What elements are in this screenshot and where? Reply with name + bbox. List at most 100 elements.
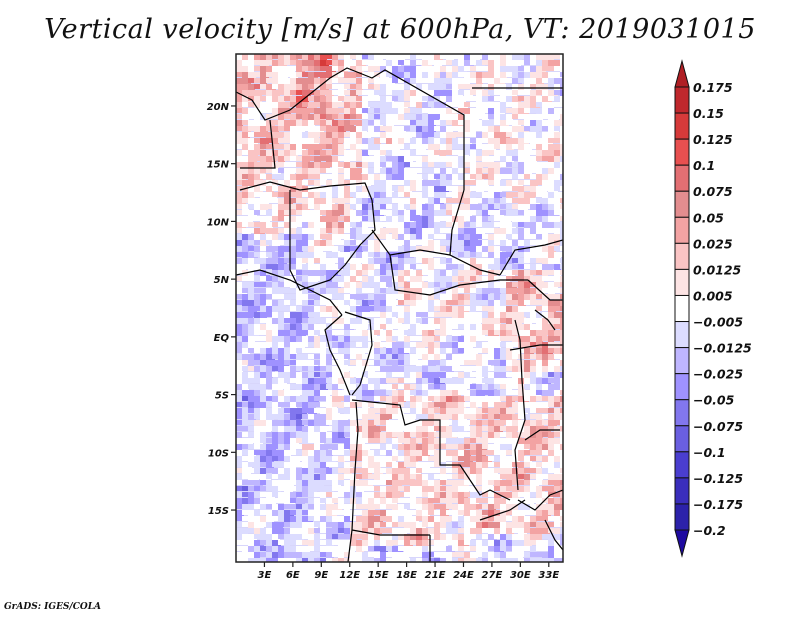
field-cell: [560, 282, 563, 287]
field-cell: [326, 546, 333, 552]
field-cell: [470, 546, 476, 551]
field-cell: [308, 528, 315, 535]
field-cell: [302, 276, 312, 281]
field-cell: [530, 120, 536, 126]
field-cell: [278, 132, 284, 137]
field-cell: [524, 84, 531, 90]
field-cell: [404, 342, 413, 348]
field-cell: [392, 462, 403, 469]
field-cell: [470, 210, 479, 215]
field-cell: [260, 354, 269, 361]
field-cell: [560, 498, 563, 504]
field-cell: [236, 60, 246, 66]
field-cell: [296, 114, 307, 119]
field-cell: [380, 444, 391, 450]
field-cell: [380, 372, 387, 378]
field-cell: [302, 528, 309, 535]
field-cell: [248, 78, 256, 83]
field-cell: [302, 372, 310, 378]
field-cell: [464, 132, 470, 137]
field-cell: [476, 510, 487, 517]
field-cell: [494, 498, 505, 504]
field-cell: [272, 414, 281, 419]
field-cell: [290, 522, 300, 529]
field-cell: [272, 438, 282, 444]
field-cell: [278, 498, 287, 503]
field-cell: [356, 120, 363, 126]
field-cell: [242, 156, 253, 162]
field-cell: [302, 168, 310, 174]
field-cell: [362, 474, 371, 479]
field-cell: [344, 312, 353, 318]
field-cell: [398, 420, 406, 426]
field-cell: [272, 354, 278, 359]
field-cell: [494, 54, 503, 61]
field-cell: [314, 192, 320, 198]
field-cell: [428, 486, 438, 492]
field-cell: [530, 510, 536, 515]
field-cell: [368, 318, 376, 323]
field-cell: [506, 324, 517, 331]
field-cell: [452, 480, 461, 487]
field-cell: [392, 558, 403, 562]
border-line: [544, 519, 563, 551]
field-cell: [410, 192, 418, 199]
field-cell: [290, 432, 297, 439]
field-cell: [398, 126, 406, 132]
field-cell: [536, 336, 543, 342]
field-cell: [350, 174, 361, 181]
field-cell: [446, 186, 454, 191]
field-cell: [410, 462, 421, 467]
field-cell: [458, 276, 467, 281]
field-cell: [350, 438, 358, 444]
field-cell: [380, 180, 390, 186]
field-cell: [440, 54, 451, 59]
field-cell: [350, 354, 357, 359]
field-cell: [542, 162, 553, 169]
field-cell: [488, 372, 498, 378]
field-cell: [284, 252, 292, 259]
field-cell: [296, 426, 304, 431]
field-cell: [254, 192, 262, 197]
field-cell: [542, 318, 551, 324]
field-cell: [350, 186, 356, 193]
field-cell: [242, 276, 251, 281]
field-cell: [512, 348, 521, 355]
field-cell: [356, 318, 362, 325]
field-cell: [326, 144, 335, 149]
field-cell: [554, 432, 563, 437]
field-cell: [344, 72, 353, 79]
field-cell: [386, 384, 396, 391]
field-cell: [512, 240, 522, 247]
field-cell: [470, 450, 478, 455]
field-cell: [392, 510, 400, 516]
field-cell: [350, 54, 358, 59]
field-cell: [512, 258, 523, 263]
field-cell: [254, 468, 260, 473]
field-cell: [362, 438, 372, 443]
field-cell: [368, 54, 375, 61]
field-cell: [530, 366, 536, 373]
field-cell: [272, 96, 279, 103]
field-cell: [410, 504, 417, 509]
field-cell: [536, 354, 543, 361]
field-cell: [536, 240, 547, 247]
field-cell: [482, 186, 489, 191]
x-tick-label: 24E: [453, 570, 474, 581]
field-cell: [344, 354, 355, 359]
field-cell: [542, 552, 549, 558]
field-cell: [362, 528, 373, 533]
field-cell: [500, 198, 506, 205]
field-cell: [476, 348, 485, 353]
field-cell: [452, 126, 462, 131]
field-cell: [440, 162, 446, 169]
field-cell: [446, 504, 453, 509]
field-cell: [290, 468, 299, 475]
field-cell: [386, 540, 393, 546]
field-cell: [494, 156, 500, 161]
field-cell: [482, 252, 493, 257]
field-cell: [356, 204, 363, 211]
field-cell: [248, 252, 258, 259]
field-cell: [506, 126, 514, 132]
field-cell: [254, 432, 260, 439]
